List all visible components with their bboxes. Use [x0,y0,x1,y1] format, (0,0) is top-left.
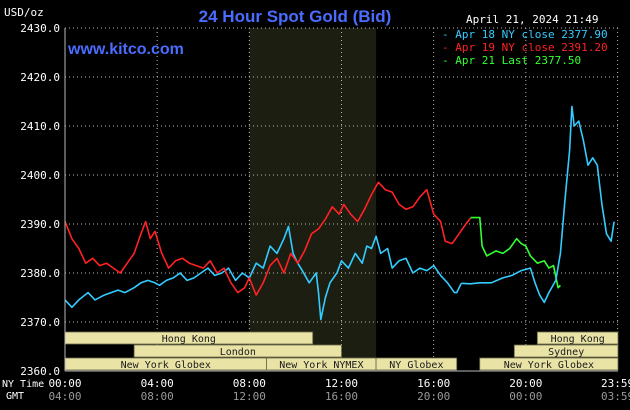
y-tick-label: 2390.0 [20,218,60,231]
x-tick-label-ny: 00:00 [48,377,81,390]
legend-entry-apr21: - Apr 21 Last 2377.50 [442,54,581,67]
chart-title: 24 Hour Spot Gold (Bid) [199,7,392,26]
shaded-session-region [249,28,377,371]
session-bar [513,344,619,358]
y-tick-label: 2360.0 [20,365,60,378]
session-bar [479,357,619,371]
x-tick-label-ny: 08:00 [233,377,266,390]
x-tick-label-ny: 16:00 [417,377,450,390]
session-label: New York NYMEX [279,360,363,371]
x-tick-label-ny: 04:00 [141,377,174,390]
x-tick-label-gmt: 03:59 [601,390,630,403]
y-tick-label: 2430.0 [20,22,60,35]
gmt-label: GMT [6,391,24,402]
source-label[interactable]: www.kitco.com [67,41,184,58]
x-tick-label-ny: 23:59 [601,377,630,390]
session-label: Hong Kong [162,334,216,345]
chart-legend: - Apr 18 NY close 2377.90 - Apr 19 NY cl… [442,28,608,67]
y-tick-label: 2420.0 [20,71,60,84]
x-tick-label-ny: 12:00 [325,377,358,390]
y-tick-label: 2370.0 [20,316,60,329]
chart-datetime: April 21, 2024 21:49 [466,13,598,26]
x-tick-label-gmt: 08:00 [141,390,174,403]
x-tick-label-gmt: 04:00 [48,390,81,403]
session-label: Sydney [548,347,584,358]
legend-entry-apr18: - Apr 18 NY close 2377.90 [442,28,608,41]
legend-entry-apr19: - Apr 19 NY close 2391.20 [442,41,608,54]
y-tick-label: 2400.0 [20,169,60,182]
session-label: New York Globex [504,360,594,371]
x-tick-label-ny: 20:00 [509,377,542,390]
session-bar [133,344,342,358]
y-tick-label: 2380.0 [20,267,60,280]
series-line [64,181,472,296]
session-label: New York Globex [121,360,211,371]
x-tick-label-gmt: 00:00 [509,390,542,403]
x-tick-label-gmt: 12:00 [233,390,266,403]
x-tick-label-gmt: 20:00 [417,390,450,403]
y-unit-label: USD/oz [4,6,44,19]
session-bar [375,357,458,371]
series-line [64,225,463,321]
series-line [461,105,615,304]
ny-time-label: NY Time [2,379,44,390]
session-label: NY Globex [389,360,443,371]
series-line [470,216,561,289]
session-label: Hong Kong [551,334,605,345]
x-tick-label-gmt: 16:00 [325,390,358,403]
session-bar [536,331,619,345]
y-tick-label: 2410.0 [20,120,60,133]
session-label: London [220,347,256,358]
